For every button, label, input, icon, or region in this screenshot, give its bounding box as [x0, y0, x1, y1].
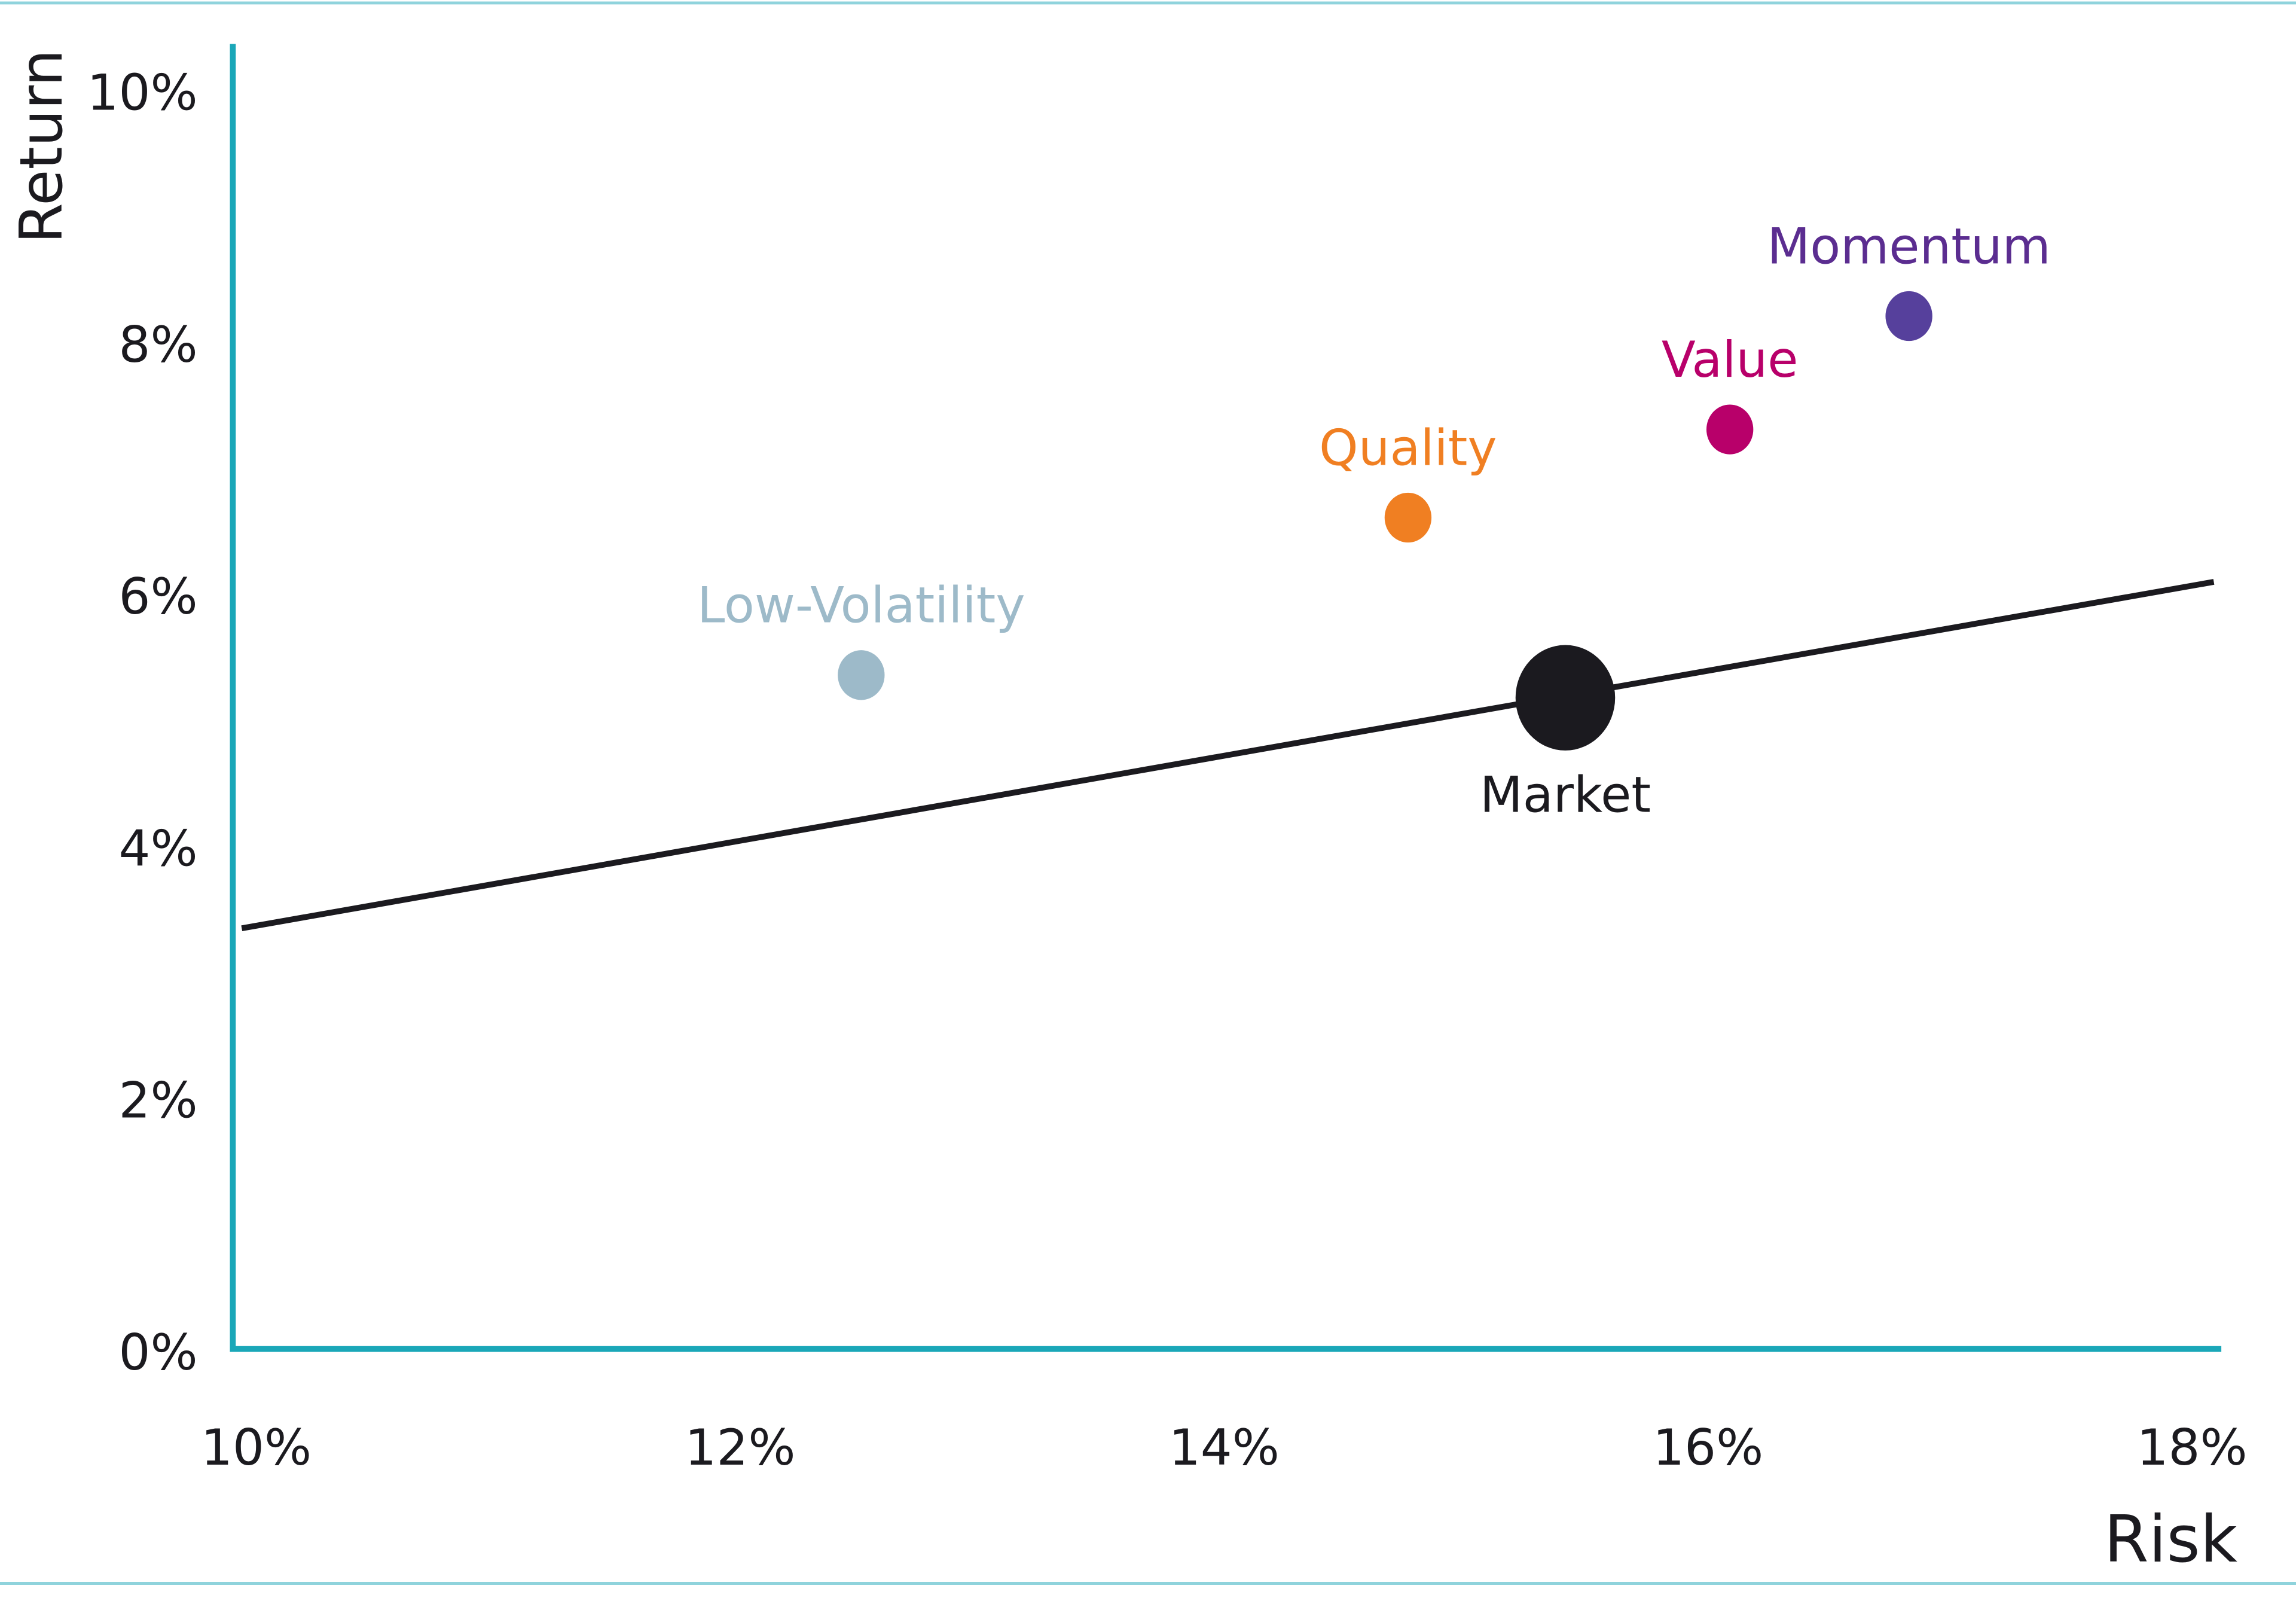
x-tick-label: 14% — [1169, 1419, 1280, 1477]
y-tick-label: 6% — [119, 568, 198, 626]
x-tick-label: 12% — [685, 1419, 795, 1477]
point-value — [1706, 404, 1754, 455]
point-momentum — [1885, 291, 1932, 341]
point-quality — [1384, 492, 1432, 543]
x-tick-label: 10% — [201, 1419, 312, 1477]
label-momentum: Momentum — [1767, 217, 2050, 275]
point-low-volatility — [838, 650, 885, 700]
y-tick-label: 4% — [119, 819, 198, 877]
x-tick-label: 16% — [1653, 1419, 1763, 1477]
y-tick-label: 0% — [119, 1323, 198, 1382]
y-tick-label: 2% — [119, 1072, 198, 1130]
y-tick-label: 10% — [87, 64, 198, 122]
label-value: Value — [1662, 331, 1799, 389]
point-market — [1515, 645, 1616, 751]
y-axis-label: Return — [8, 49, 76, 243]
label-low-volatility: Low-Volatility — [697, 577, 1025, 635]
y-tick-label: 8% — [119, 316, 198, 374]
label-quality: Quality — [1319, 419, 1497, 477]
label-market: Market — [1480, 766, 1651, 824]
x-axis-label: Risk — [2104, 1502, 2238, 1577]
x-tick-label: 18% — [2137, 1419, 2248, 1477]
market-line — [241, 579, 2215, 931]
